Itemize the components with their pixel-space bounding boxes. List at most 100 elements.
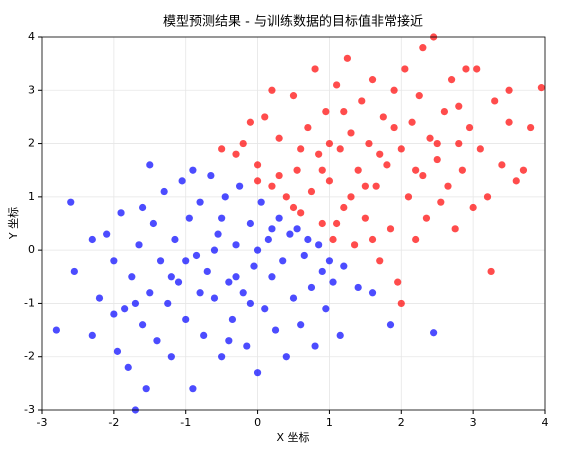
point: [253, 369, 262, 377]
point: [368, 235, 377, 244]
point: [512, 177, 520, 185]
point: [232, 241, 240, 249]
point: [347, 193, 355, 201]
point: [462, 65, 470, 73]
point: [315, 241, 323, 249]
point: [322, 305, 330, 313]
point: [412, 166, 420, 174]
point: [397, 145, 405, 153]
point: [397, 299, 405, 308]
point: [383, 161, 391, 169]
point: [350, 241, 359, 249]
point: [354, 283, 362, 292]
point: [390, 123, 398, 132]
point: [404, 193, 413, 201]
point: [246, 219, 254, 228]
point: [455, 102, 463, 110]
point: [505, 118, 513, 126]
point: [113, 347, 122, 355]
x-tick-label: 4: [542, 416, 549, 429]
point: [368, 76, 377, 84]
point: [415, 92, 423, 100]
point: [401, 65, 409, 73]
point: [390, 86, 398, 94]
x-tick-label: -2: [108, 416, 119, 429]
point: [365, 139, 373, 148]
point: [149, 219, 157, 228]
point: [487, 267, 495, 276]
point: [189, 166, 197, 174]
point: [537, 84, 546, 92]
point: [146, 161, 154, 169]
point: [376, 257, 384, 265]
point: [469, 203, 477, 212]
point: [318, 166, 326, 174]
point: [289, 203, 298, 212]
point: [196, 289, 204, 297]
point: [419, 171, 427, 180]
point: [379, 113, 387, 121]
point: [358, 97, 366, 105]
point: [282, 193, 290, 201]
point: [376, 150, 384, 158]
point: [329, 235, 337, 244]
points: [52, 33, 546, 414]
point: [261, 113, 269, 121]
point: [182, 257, 190, 265]
y-tick-label: 4: [28, 30, 35, 43]
point: [293, 225, 301, 233]
point: [300, 251, 308, 260]
point: [307, 187, 316, 196]
point: [386, 225, 395, 233]
point: [232, 150, 240, 158]
point: [225, 278, 233, 286]
point: [333, 219, 341, 228]
point: [433, 139, 441, 148]
point: [142, 385, 150, 393]
point: [311, 342, 319, 350]
point: [110, 257, 118, 265]
point: [307, 283, 316, 292]
point: [451, 225, 459, 233]
x-tick-label: 2: [398, 416, 405, 429]
point: [218, 145, 226, 153]
point: [88, 235, 96, 244]
point: [437, 198, 445, 206]
point: [200, 331, 208, 339]
point: [88, 331, 96, 339]
x-axis-label: X 坐标: [276, 430, 309, 444]
point: [185, 214, 193, 222]
point: [117, 209, 125, 217]
point: [135, 241, 143, 249]
point: [293, 166, 301, 174]
point: [257, 198, 265, 206]
point: [160, 187, 168, 196]
x-tick-label: -1: [180, 416, 191, 429]
point: [426, 134, 434, 142]
y-tick-label: 0: [28, 243, 35, 256]
point: [153, 337, 161, 345]
point: [372, 182, 380, 190]
point: [182, 315, 190, 324]
point: [67, 198, 75, 206]
point: [174, 278, 183, 286]
point: [196, 198, 204, 206]
y-tick-label: -1: [24, 296, 35, 309]
point: [289, 294, 298, 302]
point: [221, 193, 229, 201]
y-tick-label: -3: [24, 403, 35, 416]
point: [146, 289, 154, 297]
point: [394, 278, 402, 286]
x-tick-label: 1: [326, 416, 333, 429]
point: [110, 310, 118, 318]
point: [325, 139, 334, 148]
point: [261, 305, 269, 313]
point: [304, 235, 312, 244]
x-tick-label: 3: [470, 416, 477, 429]
point: [430, 329, 438, 337]
point: [329, 278, 337, 286]
point: [218, 214, 226, 222]
point: [214, 230, 222, 238]
